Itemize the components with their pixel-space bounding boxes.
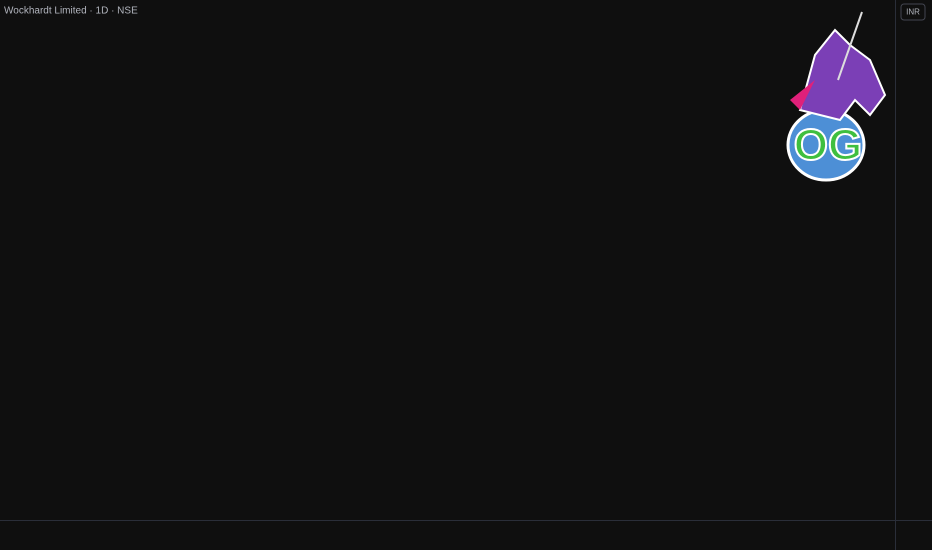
logo-lance: [837, 11, 863, 81]
currency-box[interactable]: [900, 3, 926, 21]
chart-title: Wockhardt Limited · 1D · NSE: [4, 6, 138, 17]
logo-cape: [790, 80, 815, 110]
logo-text: OG: [794, 121, 862, 170]
logo: OG: [786, 11, 887, 182]
logo-knight: [798, 28, 887, 122]
currency[interactable]: INR: [906, 8, 920, 17]
